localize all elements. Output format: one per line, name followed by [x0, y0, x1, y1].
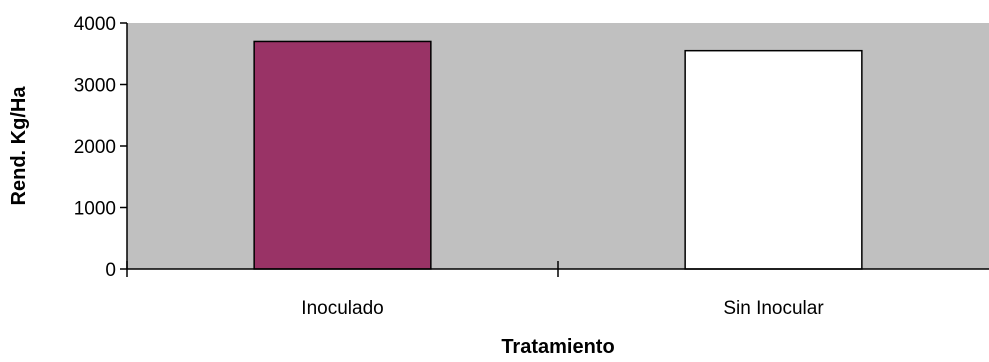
- bar-inoculado: [253, 40, 432, 270]
- x-tick-label: Inoculado: [301, 298, 383, 319]
- x-tick-label: Sin Inocular: [723, 298, 824, 319]
- y-axis-title: Rend. Kg/Ha: [8, 86, 30, 206]
- bars-group: [253, 40, 863, 270]
- y-tick-label: 0: [105, 260, 116, 281]
- y-tick-label: 1000: [74, 199, 116, 220]
- y-tick-label: 2000: [74, 137, 116, 158]
- y-axis-ticks: 0 1000 2000 3000 4000: [74, 14, 127, 281]
- x-axis-title: Tratamiento: [501, 336, 614, 358]
- bar-sin-inocular: [684, 49, 863, 270]
- y-tick-label: 4000: [74, 14, 116, 35]
- x-axis-ticks: Inoculado Sin Inocular: [126, 261, 824, 319]
- y-tick-label: 3000: [74, 76, 116, 97]
